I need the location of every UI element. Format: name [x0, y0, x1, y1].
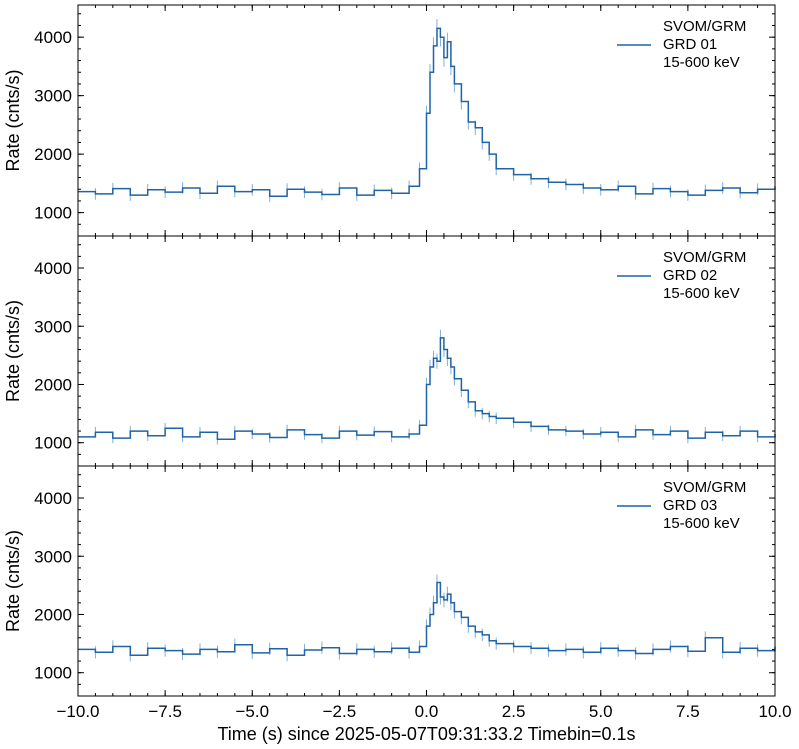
- legend-label: GRD 02: [663, 267, 717, 284]
- x-tick-label: −7.5: [148, 702, 182, 721]
- legend-label: SVOM/GRM: [663, 249, 746, 266]
- panel-2: 1000 2000 3000 4000 Rate (cnts/s) SVOM/GRMGRD…: [3, 235, 776, 467]
- x-tick-label: 0.0: [415, 702, 439, 721]
- y-tick-label: 2000: [34, 145, 72, 164]
- y-tick-label: 4000: [34, 28, 72, 47]
- y-axis-title: Rate (cnts/s): [3, 530, 23, 632]
- legend-label: SVOM/GRM: [663, 479, 746, 496]
- y-axis-title: Rate (cnts/s): [3, 300, 23, 402]
- legend-label: SVOM/GRM: [663, 18, 746, 35]
- legend-label: GRD 01: [663, 36, 717, 53]
- lightcurve-step-line: [78, 337, 776, 440]
- y-tick-label: 1000: [34, 664, 72, 683]
- y-tick-label: 3000: [34, 87, 72, 106]
- legend-label: GRD 03: [663, 497, 717, 514]
- plot-frame: [77, 465, 776, 697]
- x-tick-label: −2.5: [323, 702, 357, 721]
- x-tick-label: 5.0: [589, 702, 613, 721]
- x-tick-label: −10.0: [56, 702, 99, 721]
- y-tick-label: 2000: [34, 375, 72, 394]
- y-tick-label: 4000: [34, 489, 72, 508]
- y-tick-label: 4000: [34, 259, 72, 278]
- legend-label: 15-600 keV: [663, 515, 740, 532]
- lightcurve-step-line: [78, 27, 776, 197]
- x-tick-label: 7.5: [676, 702, 700, 721]
- y-tick-label: 2000: [34, 605, 72, 624]
- y-tick-label: 3000: [34, 547, 72, 566]
- y-axis-title: Rate (cnts/s): [3, 69, 23, 171]
- lightcurve-step-line: [78, 581, 776, 656]
- panel-3: 1000 2000 3000 4000 Rate (cnts/s) SVOM/GRMGRD…: [3, 465, 792, 744]
- legend-label: 15-600 keV: [663, 285, 740, 302]
- y-tick-label: 1000: [34, 204, 72, 223]
- x-tick-label: −5.0: [235, 702, 269, 721]
- x-axis-title: Time (s) since 2025-05-07T09:31:33.2 Tim…: [217, 724, 635, 744]
- y-tick-label: 1000: [34, 434, 72, 453]
- x-tick-label: 10.0: [758, 702, 791, 721]
- x-tick-label: 2.5: [502, 702, 526, 721]
- legend-label: 15-600 keV: [663, 54, 740, 71]
- panel-1: 1000 2000 3000 4000 Rate (cnts/s) SVOM/GRMGRD…: [3, 4, 776, 237]
- y-tick-label: 3000: [34, 317, 72, 336]
